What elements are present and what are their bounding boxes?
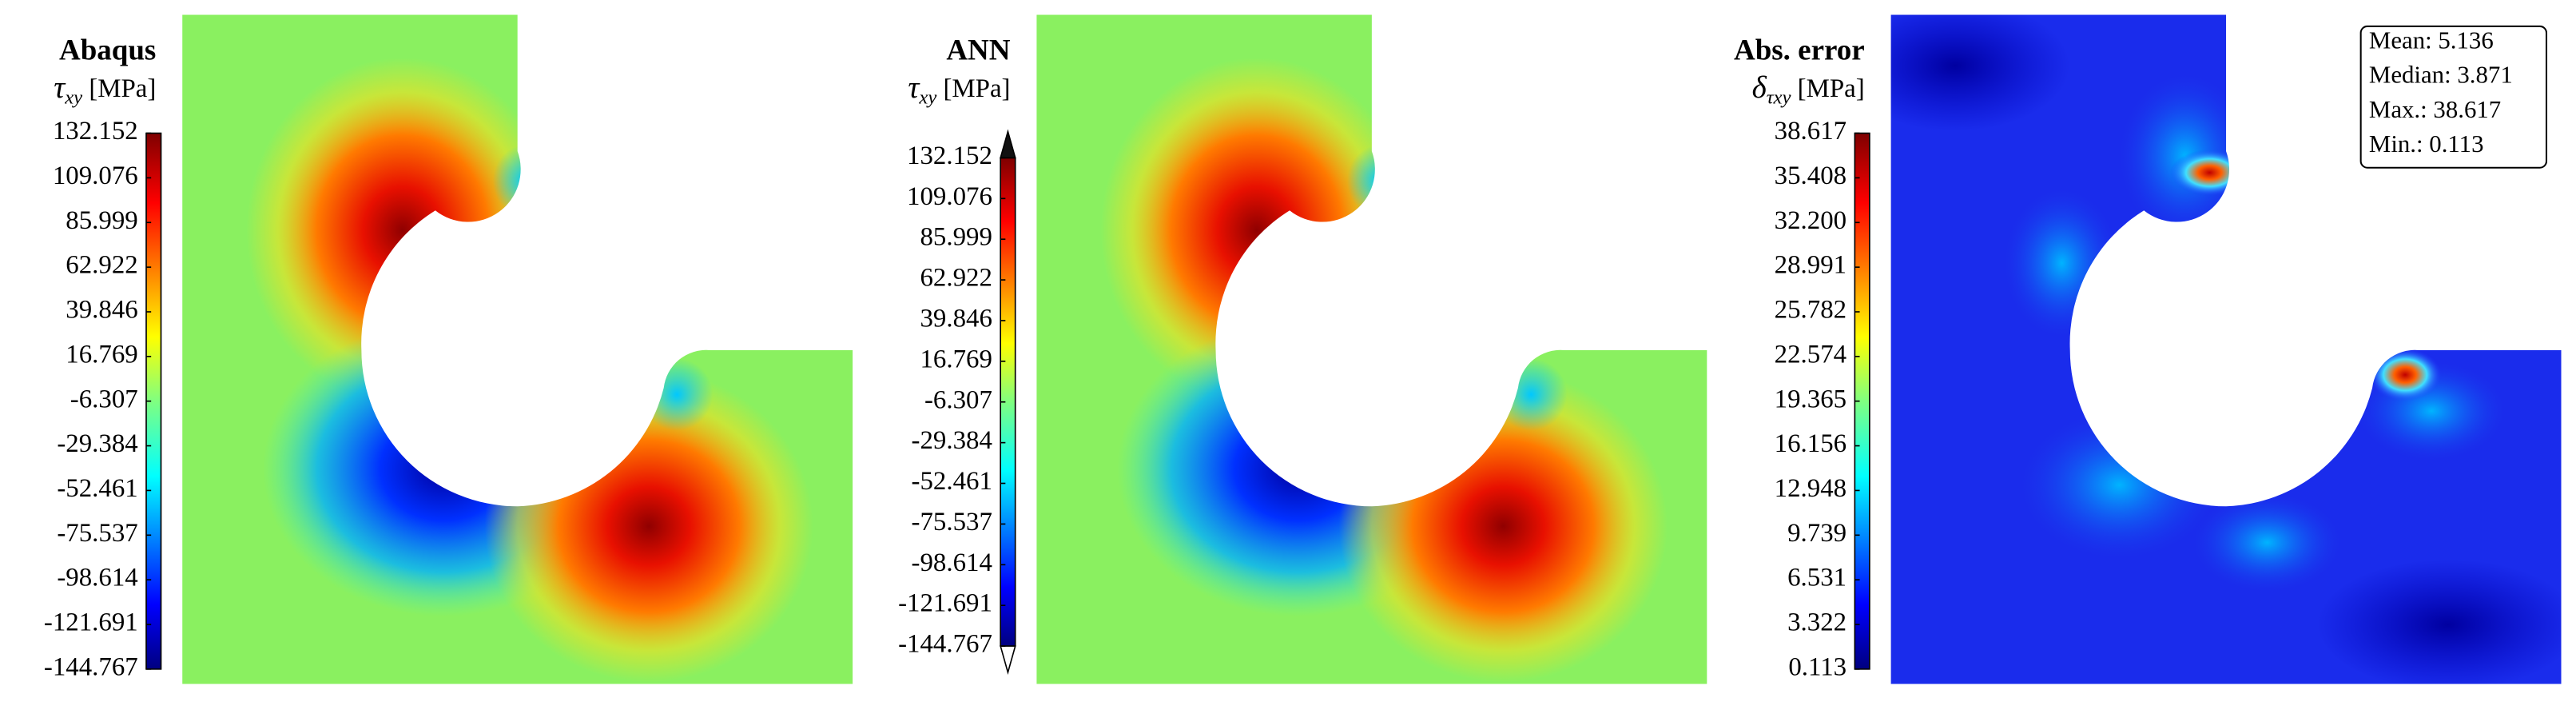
subscript: xy <box>918 86 936 108</box>
unit: [MPa] <box>89 74 156 103</box>
colorbar-tick-label: 19.365 <box>1775 385 1847 413</box>
colorbar-tick-label: -75.537 <box>57 519 137 548</box>
field-error <box>1890 13 2563 684</box>
unit: [MPa] <box>943 74 1010 103</box>
colorbar-tick-label: -6.307 <box>924 385 992 414</box>
colorbar-tick-label: -98.614 <box>912 548 992 577</box>
stats-line: Mean: 5.136 <box>2369 27 2494 54</box>
subscript: τxy <box>1767 86 1791 108</box>
colorbar-tick-label: -98.614 <box>57 564 137 592</box>
colorbar-tick-label: 109.076 <box>53 162 138 190</box>
colorbar-tick-label: 62.922 <box>66 251 137 280</box>
stats-line: Max.: 38.617 <box>2369 96 2501 123</box>
colorbar-extend-bottom <box>1000 645 1016 676</box>
colorbar-tick-label: -75.537 <box>912 508 992 536</box>
panel: Abaqus τxy [MPa] 132.152 109.076 85.999 62.92… <box>44 34 162 681</box>
colorbar-tick-label: 109.076 <box>907 182 992 211</box>
colorbar-tick-label: 9.739 <box>1787 519 1847 548</box>
colorbar-tick-label: 6.531 <box>1787 564 1847 592</box>
colorbar-tick-label: 16.769 <box>920 345 992 373</box>
colorbar-tick-label: 35.408 <box>1775 162 1847 190</box>
spacer <box>82 74 89 103</box>
colorbar-label: τxy [MPa] <box>908 70 1010 108</box>
colorbar-tick-label: 132.152 <box>53 117 138 146</box>
colorbar-tick-label: -29.384 <box>912 426 992 455</box>
colorbar-tick-label: 38.617 <box>1775 117 1847 146</box>
spacer <box>1791 74 1797 103</box>
colorbar-extend-top <box>1000 129 1016 159</box>
panel-title: ANN <box>946 34 1010 66</box>
panel-title: Abs. error <box>1734 34 1865 66</box>
spacer <box>936 74 943 103</box>
colorbar-tick-label: 0.113 <box>1788 652 1847 681</box>
colorbar-tick-label: 85.999 <box>920 223 992 252</box>
field-abaqus <box>182 13 855 684</box>
symbol: τ <box>908 70 920 105</box>
colorbar-tick-label: 39.846 <box>920 305 992 333</box>
colorbar-tick-label: 16.156 <box>1775 429 1847 458</box>
colorbar-tick-label: -52.461 <box>912 467 992 496</box>
colorbar-tick-label: -29.384 <box>57 429 137 458</box>
colorbar-label: δτxy [MPa] <box>1752 70 1865 108</box>
panel: ANN τxy [MPa] 132.152 109.076 85.999 62.922 39… <box>898 34 1016 676</box>
stats-line: Min.: 0.113 <box>2369 130 2484 158</box>
colorbar-tick-label: 39.846 <box>66 296 137 325</box>
panel-title: Abaqus <box>59 34 156 66</box>
panel: Abs. error δτxy [MPa] 38.617 35.408 32.200 28… <box>1734 27 2513 682</box>
colorbar-tick-label: -121.691 <box>898 589 992 618</box>
colorbar-tick-label: -52.461 <box>57 474 137 503</box>
colorbar-tick-label: 16.769 <box>66 340 137 369</box>
stats-box <box>2359 25 2548 169</box>
colorbar-tick-label: -121.691 <box>44 608 138 637</box>
colorbar-tick-label: 32.200 <box>1775 206 1847 235</box>
colorbar-label: τxy [MPa] <box>54 70 156 108</box>
colorbar-tick-label: -6.307 <box>70 385 138 413</box>
colorbar-tick-label: 62.922 <box>920 264 992 293</box>
subscript: xy <box>64 86 82 108</box>
unit: [MPa] <box>1798 74 1865 103</box>
colorbar-tick-label: 85.999 <box>66 206 137 235</box>
colorbar-tick-label: 12.948 <box>1775 474 1847 503</box>
colorbar-tick-label: 3.322 <box>1787 608 1847 637</box>
colorbar-tick-label: 22.574 <box>1775 340 1847 369</box>
field-ann <box>1036 13 1709 684</box>
stats-line: Median: 3.871 <box>2369 62 2513 89</box>
colorbar-tick-label: 25.782 <box>1775 296 1847 325</box>
colorbar-tick-label: 132.152 <box>907 142 992 170</box>
colorbar-tick-label: 28.991 <box>1775 251 1847 280</box>
colorbar-tick-label: -144.767 <box>44 652 138 681</box>
colorbar-tick-label: -144.767 <box>898 630 992 659</box>
symbol: δ <box>1752 70 1767 105</box>
symbol: τ <box>54 70 66 105</box>
